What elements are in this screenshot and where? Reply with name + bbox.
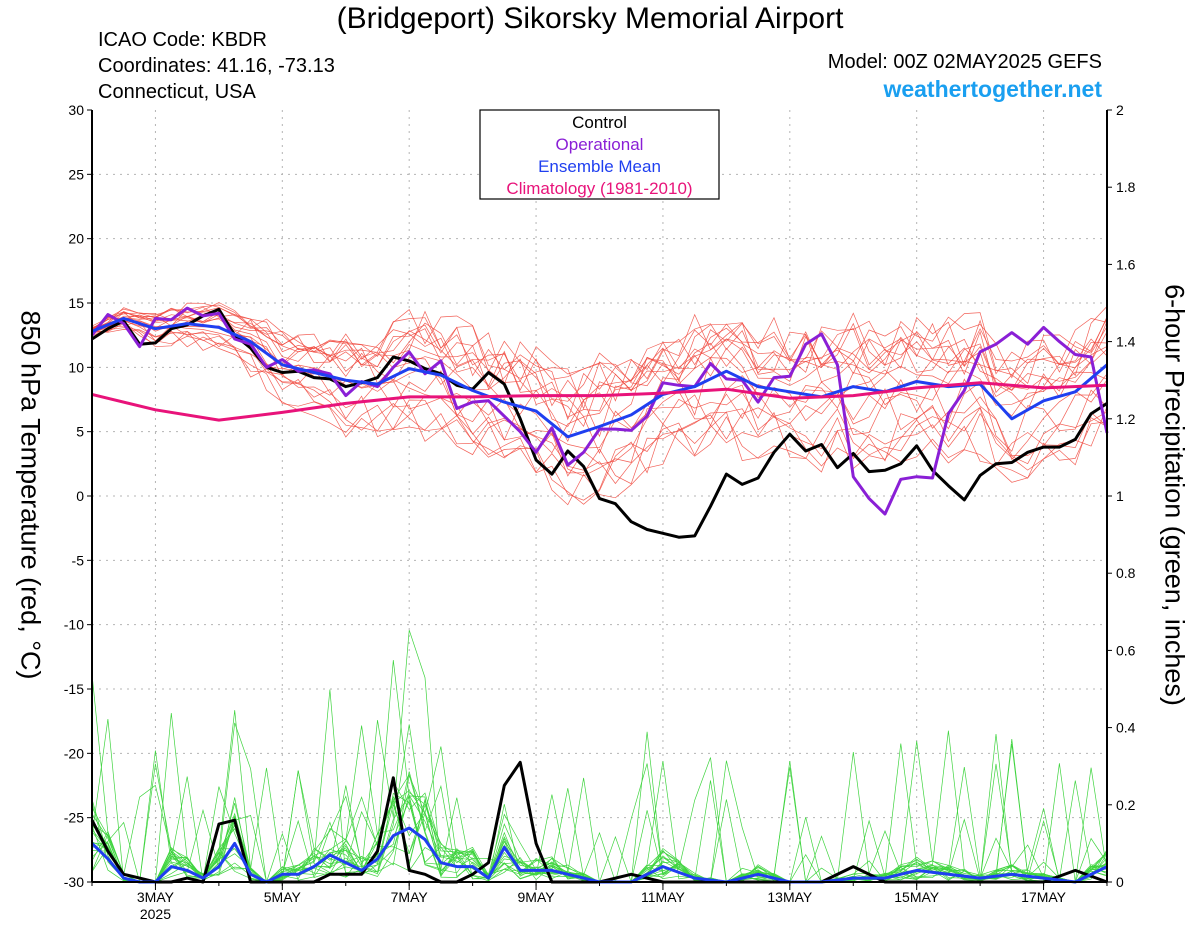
y2-tick-label: 0.6 <box>1116 642 1136 658</box>
y2-tick-label: 1.2 <box>1116 411 1136 427</box>
legend-box <box>479 109 720 200</box>
y-tick-label: 5 <box>76 424 84 440</box>
y2-tick-label: 1 <box>1116 488 1124 504</box>
precip-line-ensemble-mean <box>90 826 1108 884</box>
temp-member-line <box>91 327 1108 485</box>
location: Connecticut, USA <box>98 81 256 103</box>
y-tick-label: 15 <box>68 295 84 311</box>
x-tick-label: 9MAY <box>518 889 556 905</box>
y2-tick-label: 1.4 <box>1116 334 1136 350</box>
x-tick-label: 5MAY <box>264 889 302 905</box>
y-tick-label: 30 <box>68 102 84 118</box>
x-tick-label: 17MAY <box>1021 889 1067 905</box>
y2-tick-label: 2 <box>1116 102 1124 118</box>
icao-code: ICAO Code: KBDR <box>98 29 267 51</box>
temp-member-line <box>91 308 1108 427</box>
temp-member-line <box>91 311 1108 443</box>
y-tick-label: -25 <box>64 810 84 826</box>
x-tick-label: 7MAY <box>391 889 429 905</box>
precip-line-control <box>90 760 1108 884</box>
x-tick-label: 3MAY <box>137 889 175 905</box>
temp-member-line <box>91 320 1108 452</box>
legend-item: Climatology (1981-2010) <box>506 179 692 198</box>
temp-member-line <box>91 314 1108 428</box>
temp-member-line <box>91 322 1108 501</box>
temp-member-line <box>91 329 1108 506</box>
y-tick-label: -20 <box>64 745 84 761</box>
x-tick-label: 15MAY <box>894 889 940 905</box>
temp-member-line <box>91 310 1108 417</box>
y-tick-label: -10 <box>64 617 84 633</box>
y-tick-label: -15 <box>64 681 84 697</box>
y-tick-label: 20 <box>68 231 84 247</box>
site-link[interactable]: weathertogether.net <box>883 76 1102 102</box>
temp-member-line <box>91 306 1108 387</box>
temp-line-operational <box>90 306 1109 516</box>
y-tick-label: 25 <box>68 166 84 182</box>
y-tick-label: 10 <box>68 359 84 375</box>
legend-item: Control <box>572 113 627 132</box>
y2-tick-label: 1.8 <box>1116 179 1136 195</box>
temp-member-line <box>91 320 1108 477</box>
temp-member-line <box>91 302 1108 402</box>
legend-item: Ensemble Mean <box>538 157 661 176</box>
temp-member-line <box>91 306 1108 418</box>
y2-tick-label: 0.8 <box>1116 565 1136 581</box>
y2-tick-label: 0.2 <box>1116 797 1136 813</box>
temp-member-line <box>91 304 1108 402</box>
precip-member-line <box>91 780 1108 883</box>
model-run: Model: 00Z 02MAY2025 GEFS <box>827 51 1102 73</box>
y-tick-label: -5 <box>72 552 85 568</box>
y2-tick-label: 0.4 <box>1116 720 1136 736</box>
y-tick-label: -30 <box>64 874 84 890</box>
x-year-label: 2025 <box>140 906 171 922</box>
temp-member-line <box>91 302 1108 410</box>
temp-member-line <box>91 320 1108 505</box>
x-tick-label: 13MAY <box>767 889 813 905</box>
legend-item: Operational <box>556 135 644 154</box>
y2-tick-label: 1.6 <box>1116 256 1136 272</box>
coordinates: Coordinates: 41.16, -73.13 <box>98 55 335 77</box>
temp-member-line <box>91 311 1108 407</box>
chart-title: (Bridgeport) Sikorsky Memorial Airport <box>336 2 844 35</box>
y2-tick-label: 0 <box>1116 874 1124 890</box>
temp-line-climatology-1981-2010 <box>91 381 1108 422</box>
y-tick-label: 0 <box>76 488 84 504</box>
x-tick-label: 11MAY <box>641 889 685 905</box>
